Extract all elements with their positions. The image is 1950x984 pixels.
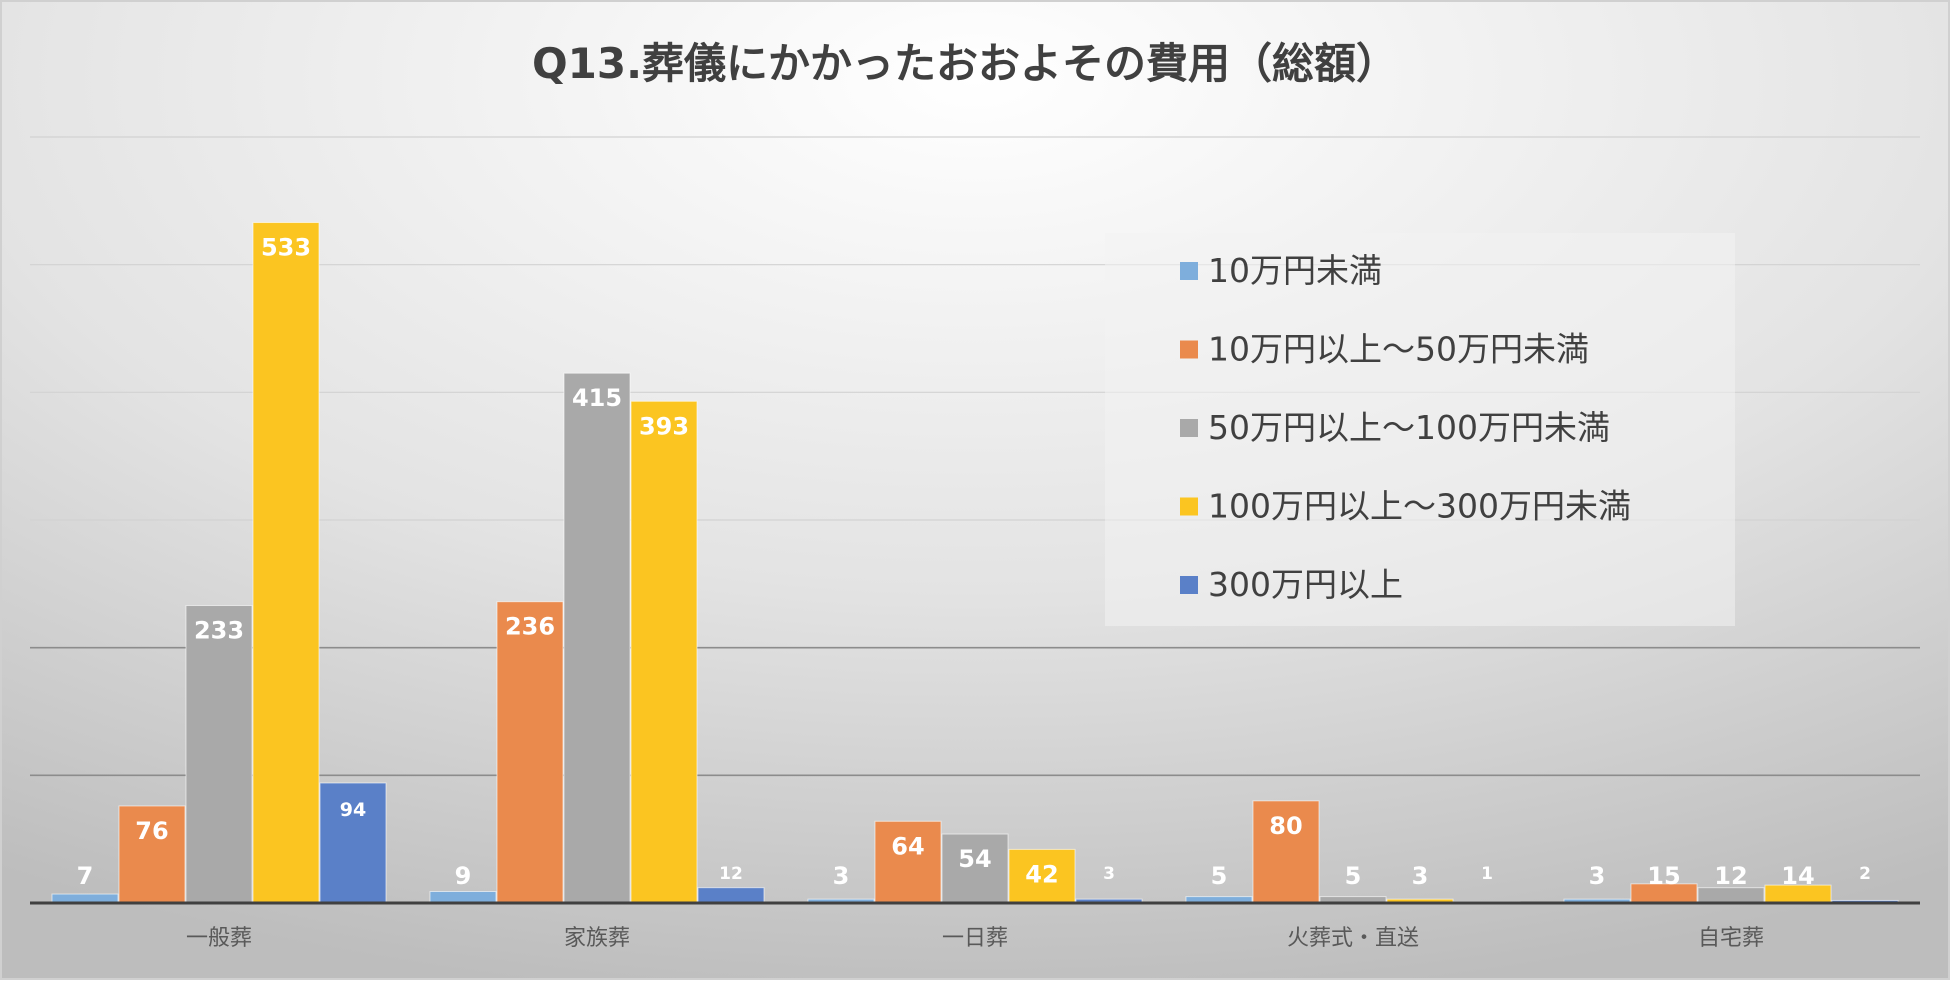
bar [563, 372, 631, 904]
bar [697, 887, 765, 904]
data-label: 3 [1589, 862, 1606, 890]
data-label: 42 [1025, 860, 1058, 888]
data-label: 3 [833, 862, 850, 890]
data-label: 415 [572, 384, 622, 412]
legend-label: 300万円以上 [1208, 565, 1403, 604]
data-label: 9 [455, 862, 472, 890]
data-label: 94 [340, 799, 366, 821]
gridlines [30, 136, 1920, 777]
bar [185, 605, 253, 904]
data-label: 54 [958, 845, 991, 873]
chart-title: Q13.葬儀にかかったおおよその費用（総額） [532, 39, 1398, 88]
data-label: 64 [891, 832, 924, 860]
bars [51, 222, 1899, 904]
legend-swatch [1180, 576, 1198, 594]
data-label: 393 [639, 412, 689, 440]
data-label: 533 [261, 234, 311, 262]
data-label: 5 [1211, 862, 1228, 890]
legend: 10万円未満 10万円以上～50万円未満 50万円以上～100万円未満 100万円以上… [1105, 233, 1735, 626]
legend-label: 10万円以上～50万円未満 [1208, 330, 1589, 369]
x-tick-label: 家族葬 [564, 926, 630, 951]
bar [874, 820, 942, 904]
data-label: 7 [77, 862, 94, 890]
bar [496, 601, 564, 904]
data-label: 2 [1859, 864, 1871, 884]
x-tick-label: 火葬式・直送 [1287, 926, 1419, 951]
bar [630, 400, 698, 904]
data-label: 3 [1103, 864, 1115, 884]
data-label: 236 [505, 613, 555, 641]
legend-label: 50万円以上～100万円未満 [1208, 408, 1610, 447]
bar [319, 782, 387, 904]
legend-swatch [1180, 419, 1198, 437]
data-label: 233 [194, 617, 244, 645]
legend-swatch [1180, 497, 1198, 516]
x-tick-label: 自宅葬 [1698, 926, 1764, 951]
legend-label: 10万円未満 [1208, 251, 1382, 290]
legend-swatch [1180, 340, 1198, 359]
data-label: 12 [719, 864, 743, 884]
bar [252, 222, 320, 904]
bar [1008, 848, 1076, 904]
data-label: 14 [1781, 862, 1814, 890]
data-labels: 7 76 233 533 94 9 236 415 393 12 3 64 54 42 3 5 80 5 3 1 3 15… [77, 234, 1871, 890]
legend-label: 100万円以上～300万円未満 [1208, 487, 1631, 526]
x-tick-label: 一日葬 [942, 926, 1008, 951]
legend-swatch [1180, 262, 1198, 280]
data-label: 5 [1345, 862, 1362, 890]
data-label: 12 [1714, 862, 1747, 890]
bar [941, 833, 1009, 904]
data-label: 76 [135, 817, 168, 845]
x-tick-label: 一般葬 [186, 926, 252, 951]
data-label: 15 [1647, 862, 1680, 890]
data-label: 80 [1269, 812, 1302, 840]
bar [429, 891, 497, 904]
bar [1252, 800, 1320, 904]
bar [118, 805, 186, 904]
x-axis-ticks: 一般葬 家族葬 一日葬 火葬式・直送 自宅葬 [186, 926, 1764, 951]
data-label: 3 [1412, 862, 1429, 890]
legend-box [1105, 233, 1735, 626]
data-label: 1 [1481, 864, 1493, 884]
